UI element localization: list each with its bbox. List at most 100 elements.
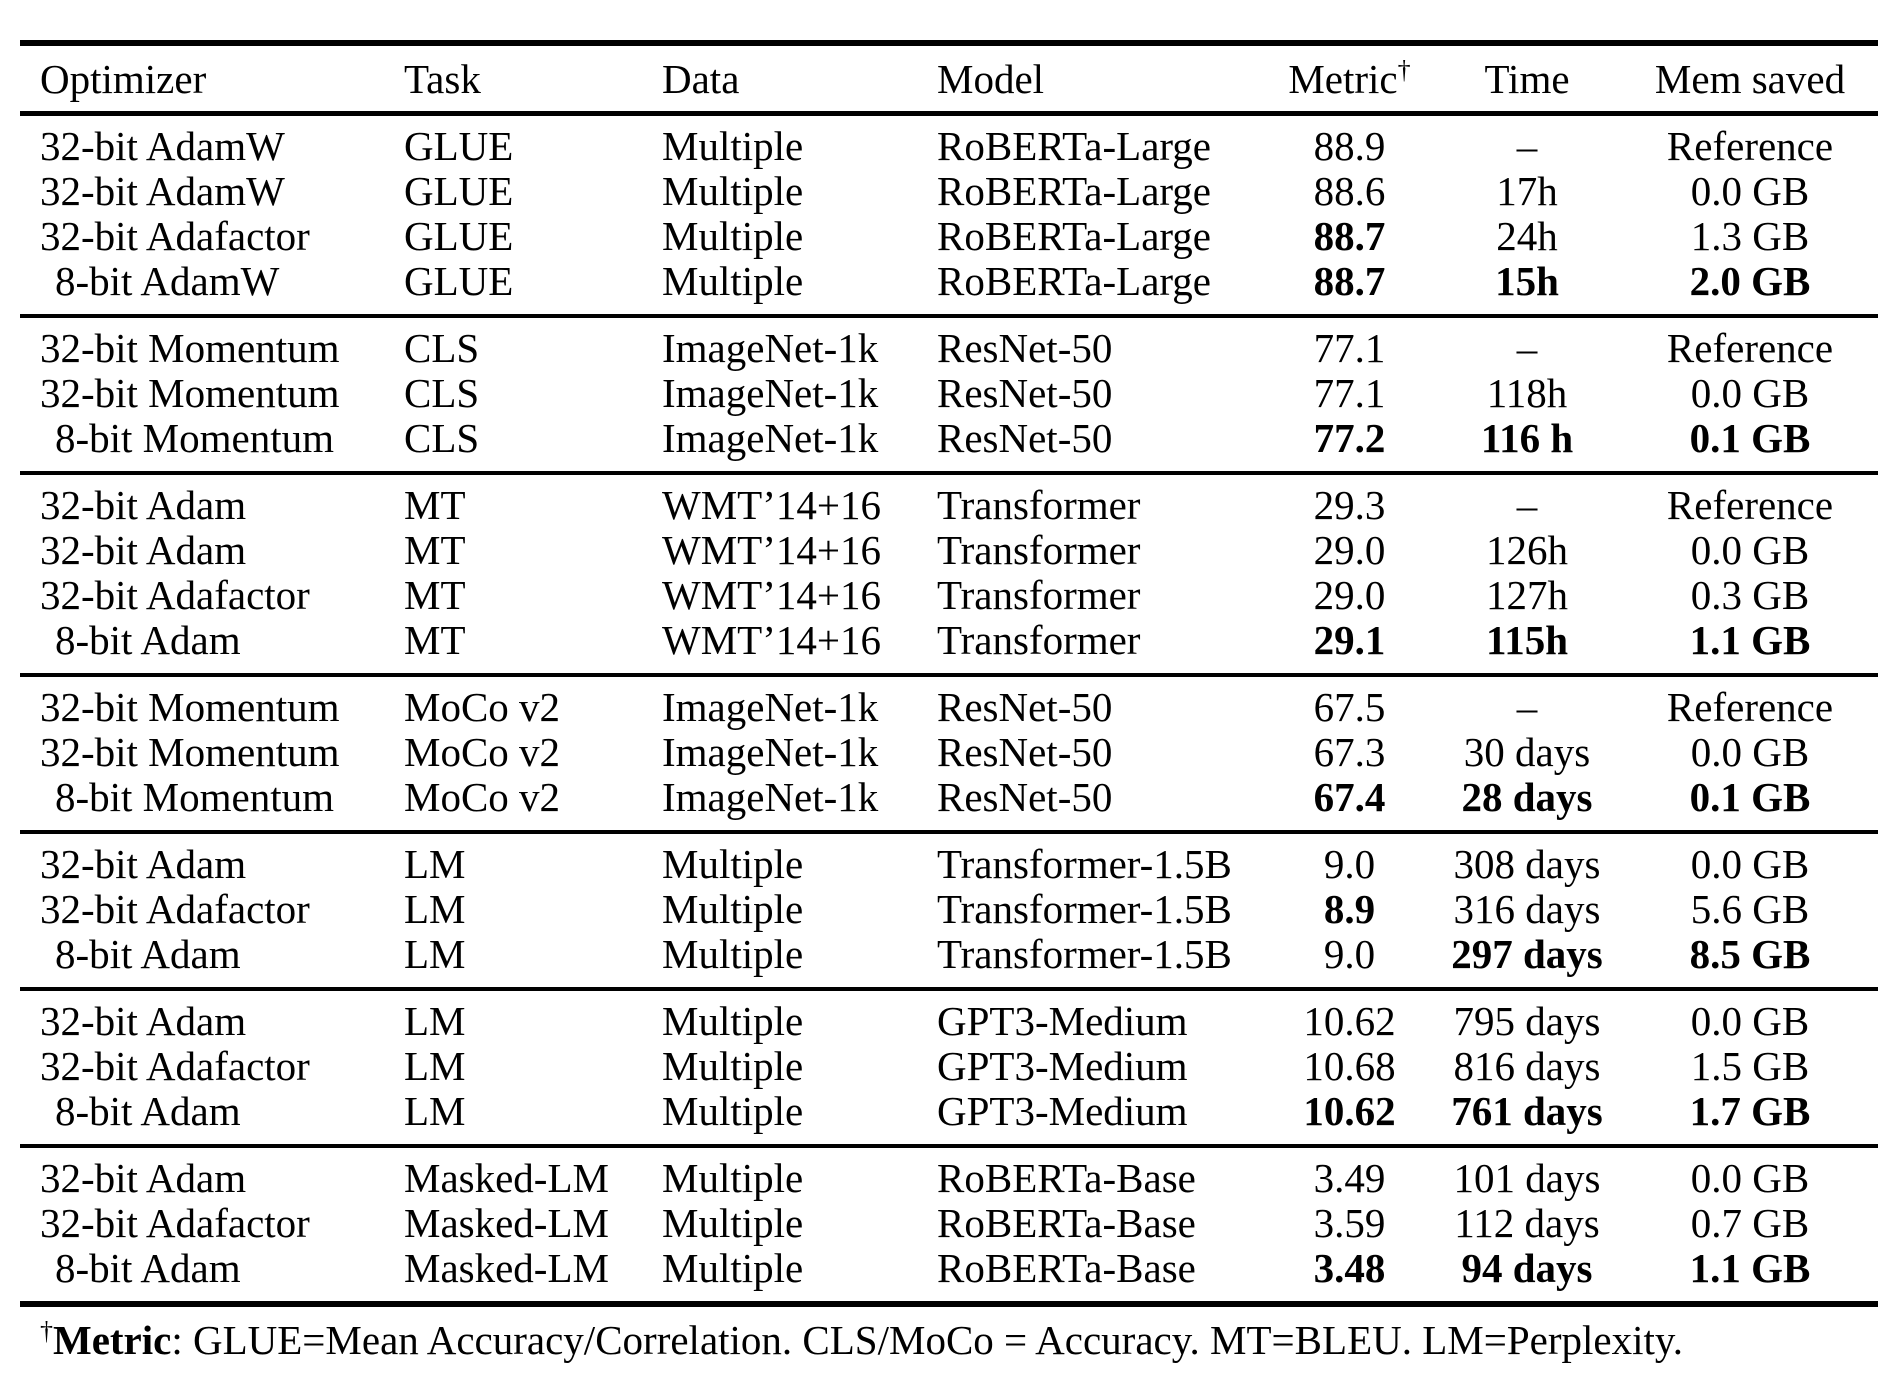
cell-model: Transformer <box>937 617 1141 663</box>
cell-mem: 0.7 GB <box>1690 1200 1810 1246</box>
table-section-7: 32-bit Adam Masked-LM Multiple RoBERTa-Base… <box>20 1146 1878 1304</box>
table-section-5: 32-bit Adam LM Multiple Transformer-1.5B 9.0… <box>20 832 1878 989</box>
cell-mem: 2.0 GB <box>1689 258 1811 304</box>
cell-task: GLUE <box>404 123 514 169</box>
cell-data: Multiple <box>662 1043 804 1089</box>
cell-model: Transformer <box>937 527 1141 573</box>
cell-data: ImageNet-1k <box>662 415 879 461</box>
cell-time: 316 days <box>1453 886 1601 932</box>
cell-task: Masked-LM <box>404 1245 609 1291</box>
cell-data: Multiple <box>662 841 804 887</box>
cell-optimizer: 8-bit Adam <box>55 931 241 977</box>
cell-task: LM <box>404 931 466 977</box>
cell-metric: 8.9 <box>1323 886 1376 932</box>
cell-optimizer: 32-bit Adam <box>40 482 247 528</box>
table-row: 32-bit Momentum CLS ImageNet-1k ResNet-50 77… <box>20 371 1878 416</box>
cell-task: LM <box>404 886 466 932</box>
cell-optimizer: 32-bit Momentum <box>40 729 340 775</box>
table-row: 8-bit Adam Masked-LM Multiple RoBERTa-Base 3… <box>20 1246 1878 1304</box>
footnote-label: Metric <box>53 1317 172 1363</box>
column-header-metric: Metric† <box>1288 55 1411 102</box>
cell-metric: 88.7 <box>1313 213 1386 259</box>
cell-optimizer: 32-bit Momentum <box>40 325 340 371</box>
table-row: 32-bit Adafactor LM Multiple Transformer-1.… <box>20 887 1878 932</box>
cell-optimizer: 32-bit Adafactor <box>40 1043 310 1089</box>
cell-time: 30 days <box>1463 729 1591 775</box>
column-header-data: Data <box>662 56 740 102</box>
cell-data: Multiple <box>662 168 804 214</box>
table-row: 32-bit Adam MT WMT’14+16 Transformer 29.3 – Re… <box>20 473 1878 528</box>
cell-time: 118h <box>1486 370 1568 416</box>
cell-data: Multiple <box>662 123 804 169</box>
table-row: 8-bit AdamW GLUE Multiple RoBERTa-Large 88.7… <box>20 259 1878 316</box>
cell-model: RoBERTa-Large <box>937 258 1212 304</box>
cell-optimizer: 32-bit AdamW <box>40 168 285 214</box>
cell-data: ImageNet-1k <box>662 684 879 730</box>
column-header-task: Task <box>404 56 481 102</box>
cell-model: ResNet-50 <box>937 684 1113 730</box>
table-section-2: 32-bit Momentum CLS ImageNet-1k ResNet-50 77… <box>20 316 1878 473</box>
cell-metric: 10.62 <box>1303 998 1396 1044</box>
cell-time: 94 days <box>1461 1245 1593 1291</box>
table-row: 32-bit Adafactor GLUE Multiple RoBERTa-Larg… <box>20 214 1878 259</box>
cell-model: Transformer-1.5B <box>937 841 1232 887</box>
cell-data: WMT’14+16 <box>662 482 881 528</box>
cell-mem: Reference <box>1666 482 1834 528</box>
column-header-optimizer: Optimizer <box>40 56 207 102</box>
cell-task: Masked-LM <box>404 1200 609 1246</box>
cell-time: 112 days <box>1454 1200 1600 1246</box>
cell-metric: 67.4 <box>1313 774 1386 820</box>
cell-optimizer: 8-bit Adam <box>55 617 241 663</box>
cell-data: WMT’14+16 <box>662 617 881 663</box>
table-row: 32-bit Adam LM Multiple Transformer-1.5B 9.0… <box>20 832 1878 887</box>
cell-metric: 29.0 <box>1313 527 1386 573</box>
cell-metric: 3.49 <box>1313 1155 1386 1201</box>
cell-metric: 77.2 <box>1313 415 1386 461</box>
table-row: 32-bit Momentum CLS ImageNet-1k ResNet-50 77… <box>20 316 1878 371</box>
cell-model: Transformer-1.5B <box>937 931 1232 977</box>
cell-time: 17h <box>1496 168 1558 214</box>
column-header-time: Time <box>1484 56 1570 102</box>
cell-time: 101 days <box>1453 1155 1601 1201</box>
cell-data: Multiple <box>662 1155 804 1201</box>
cell-time: 24h <box>1496 213 1558 259</box>
table-row: 32-bit Momentum MoCo v2 ImageNet-1k ResNet-… <box>20 675 1878 730</box>
cell-model: Transformer <box>937 482 1141 528</box>
cell-model: RoBERTa-Base <box>937 1245 1196 1291</box>
footnote: †Metric: GLUE=Mean Accuracy/Correlation.… <box>20 1307 1878 1363</box>
cell-task: Masked-LM <box>404 1155 609 1201</box>
cell-data: Multiple <box>662 886 804 932</box>
cell-task: CLS <box>404 370 480 416</box>
cell-optimizer: 32-bit Adafactor <box>40 886 310 932</box>
cell-model: Transformer <box>937 572 1141 618</box>
cell-task: CLS <box>404 325 480 371</box>
cell-model: RoBERTa-Base <box>937 1200 1196 1246</box>
cell-time: 116 h <box>1480 415 1574 461</box>
cell-mem: 1.1 GB <box>1689 617 1811 663</box>
table-row: 8-bit Adam LM Multiple GPT3-Medium 10.62 761 … <box>20 1089 1878 1146</box>
table-section-6: 32-bit Adam LM Multiple GPT3-Medium 10.62 795… <box>20 989 1878 1146</box>
footnote-text: : GLUE=Mean Accuracy/Correlation. CLS/Mo… <box>171 1317 1683 1363</box>
cell-mem: Reference <box>1666 325 1834 371</box>
cell-data: ImageNet-1k <box>662 370 879 416</box>
cell-mem: 1.5 GB <box>1690 1043 1810 1089</box>
cell-model: RoBERTa-Large <box>937 213 1212 259</box>
cell-optimizer: 32-bit Adafactor <box>40 213 310 259</box>
cell-model: GPT3-Medium <box>937 1088 1188 1134</box>
cell-model: GPT3-Medium <box>937 998 1188 1044</box>
table-row: 8-bit Adam MT WMT’14+16 Transformer 29.1 115h… <box>20 618 1878 675</box>
cell-data: WMT’14+16 <box>662 572 881 618</box>
cell-data: Multiple <box>662 998 804 1044</box>
cell-model: Transformer-1.5B <box>937 886 1232 932</box>
cell-optimizer: 32-bit Adam <box>40 527 247 573</box>
cell-optimizer: 32-bit AdamW <box>40 123 285 169</box>
cell-task: MT <box>404 482 466 528</box>
cell-metric: 29.1 <box>1313 617 1386 663</box>
cell-optimizer: 32-bit Adafactor <box>40 572 310 618</box>
cell-time: 297 days <box>1451 931 1603 977</box>
cell-task: CLS <box>404 415 480 461</box>
table-section-1: 32-bit AdamW GLUE Multiple RoBERTa-Large 88.… <box>20 113 1878 317</box>
table-row: 8-bit Momentum MoCo v2 ImageNet-1k ResNet-5… <box>20 775 1878 832</box>
footnote-dagger: † <box>40 1316 53 1346</box>
